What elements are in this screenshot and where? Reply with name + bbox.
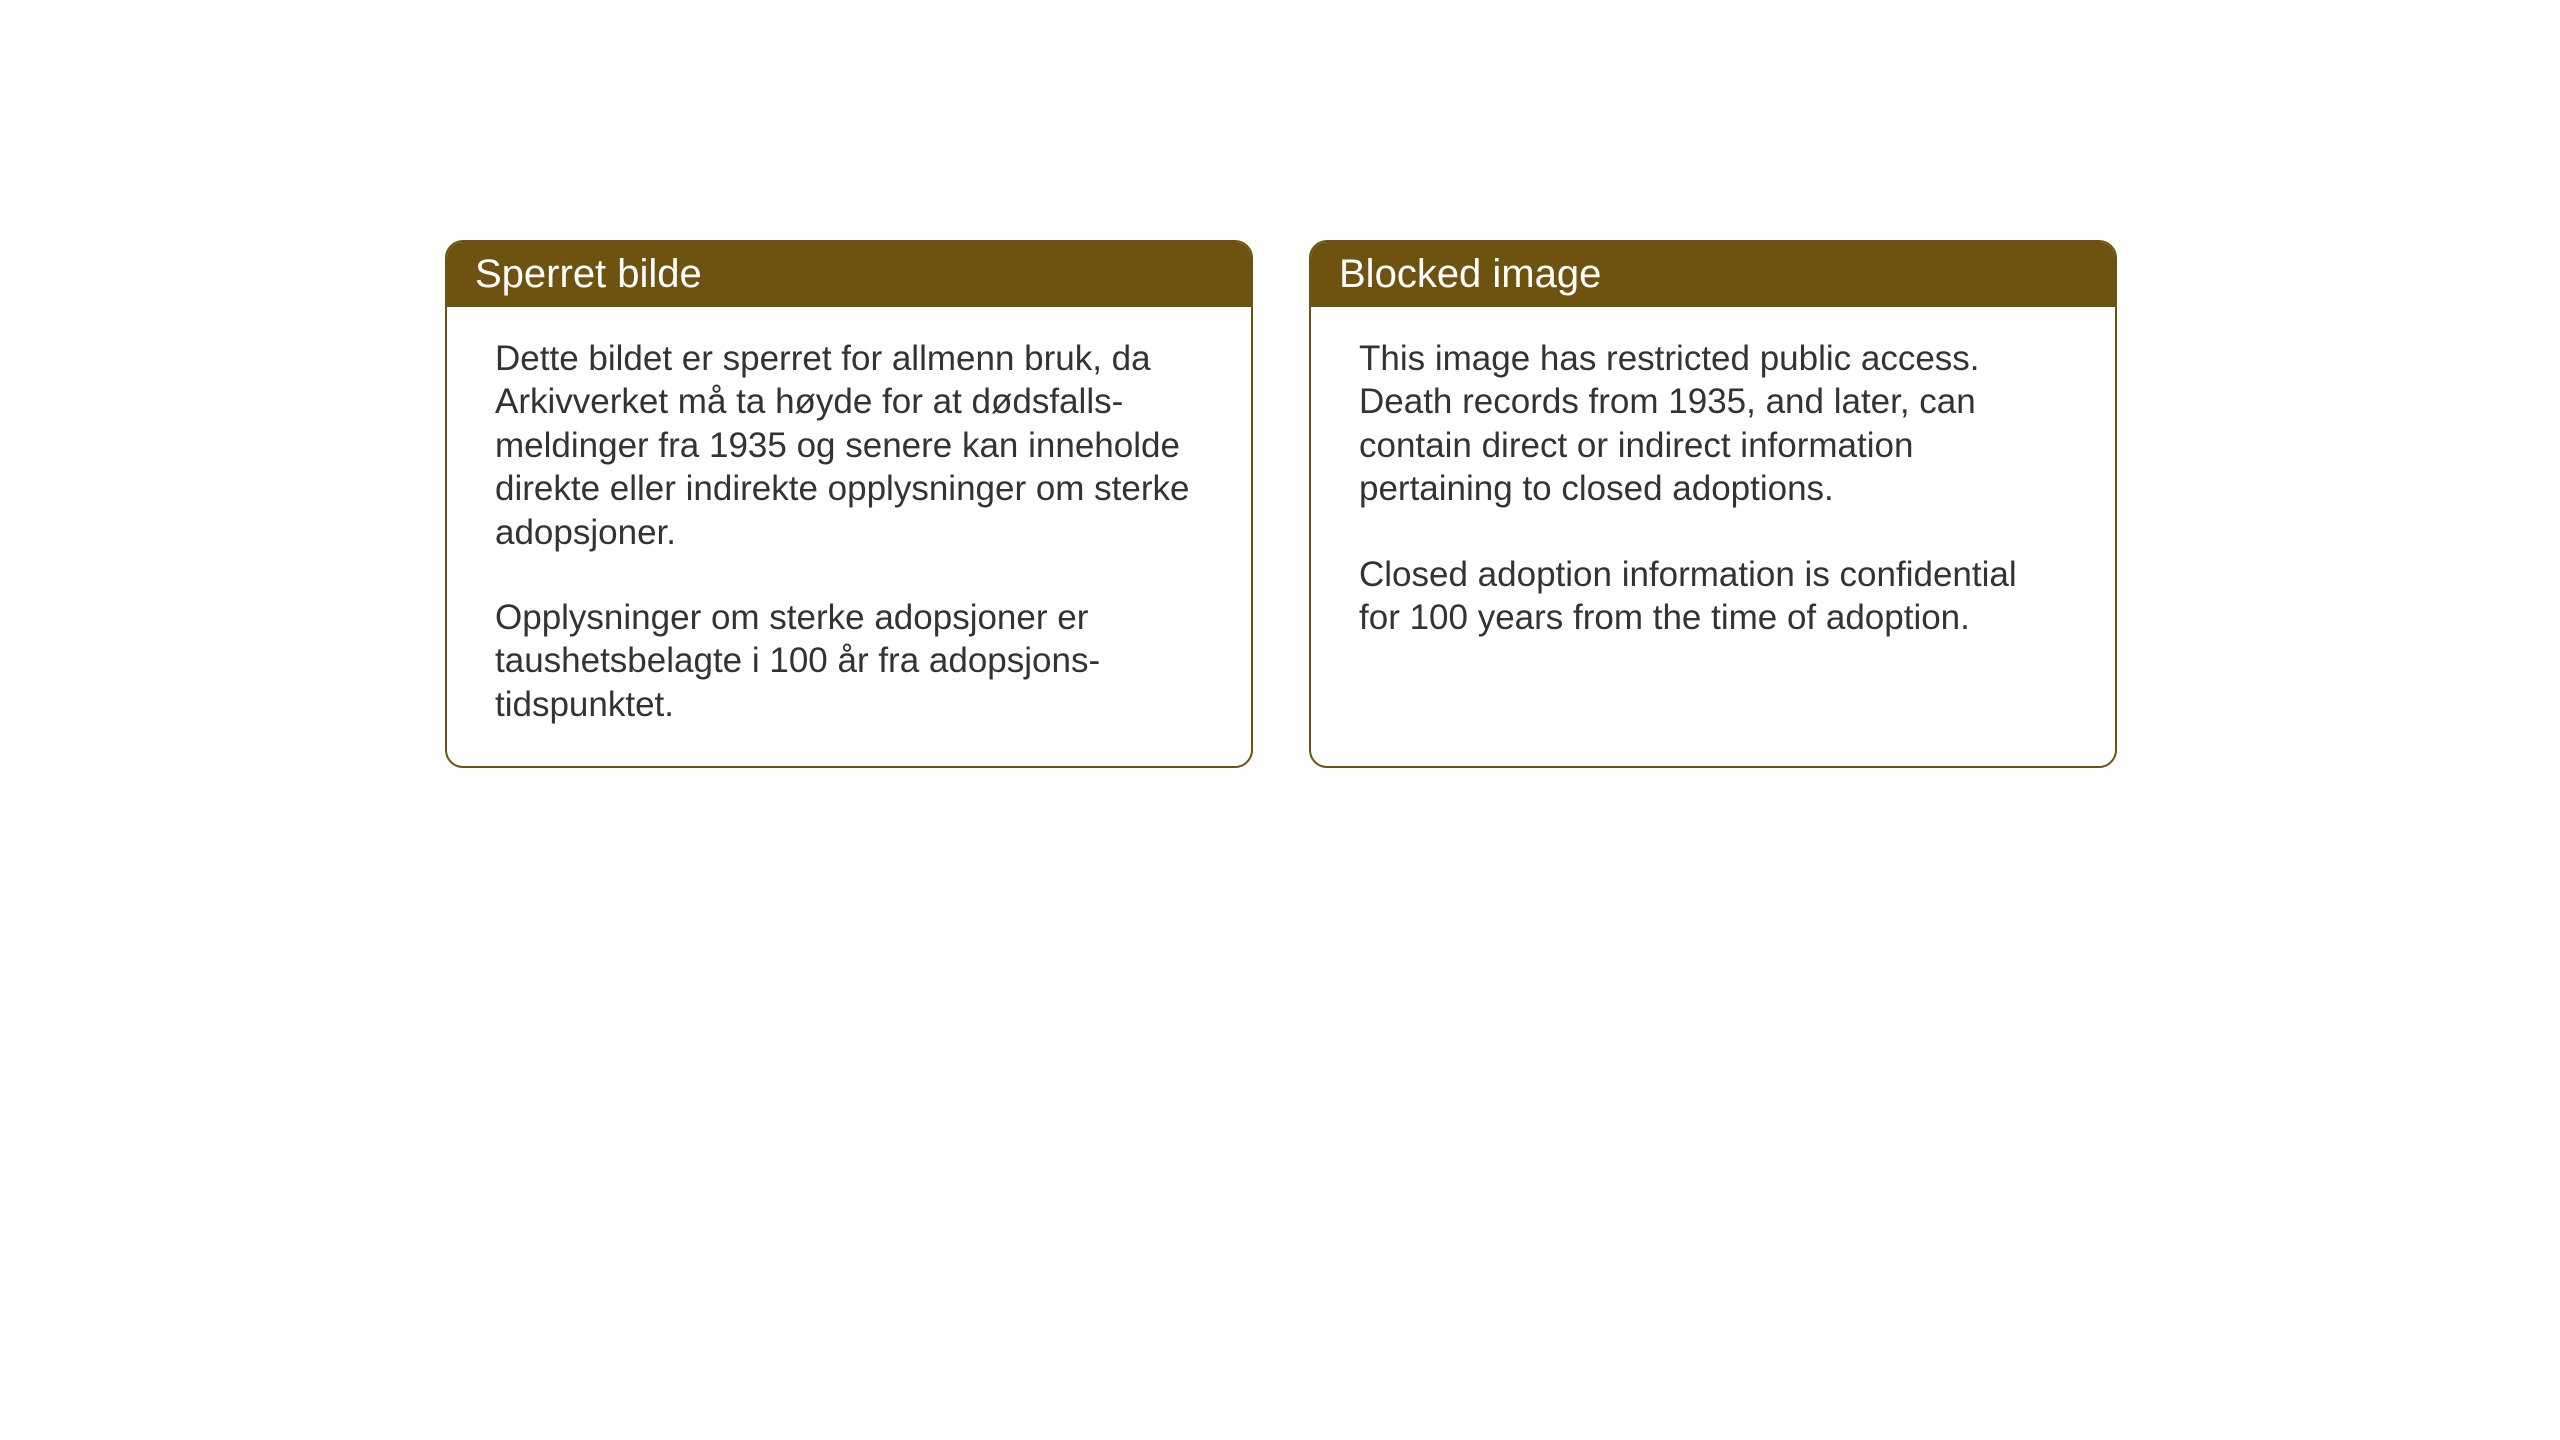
paragraph-1-english: This image has restricted public access.… <box>1359 337 2067 511</box>
card-header-english: Blocked image <box>1311 242 2115 307</box>
card-header-norwegian: Sperret bilde <box>447 242 1251 307</box>
notice-cards-container: Sperret bilde Dette bildet er sperret fo… <box>445 240 2117 768</box>
notice-card-english: Blocked image This image has restricted … <box>1309 240 2117 768</box>
card-body-norwegian: Dette bildet er sperret for allmenn bruk… <box>447 307 1251 766</box>
paragraph-2-english: Closed adoption information is confident… <box>1359 553 2067 640</box>
paragraph-2-norwegian: Opplysninger om sterke adopsjoner er tau… <box>495 596 1203 726</box>
card-body-english: This image has restricted public access.… <box>1311 307 2115 747</box>
paragraph-1-norwegian: Dette bildet er sperret for allmenn bruk… <box>495 337 1203 554</box>
notice-card-norwegian: Sperret bilde Dette bildet er sperret fo… <box>445 240 1253 768</box>
